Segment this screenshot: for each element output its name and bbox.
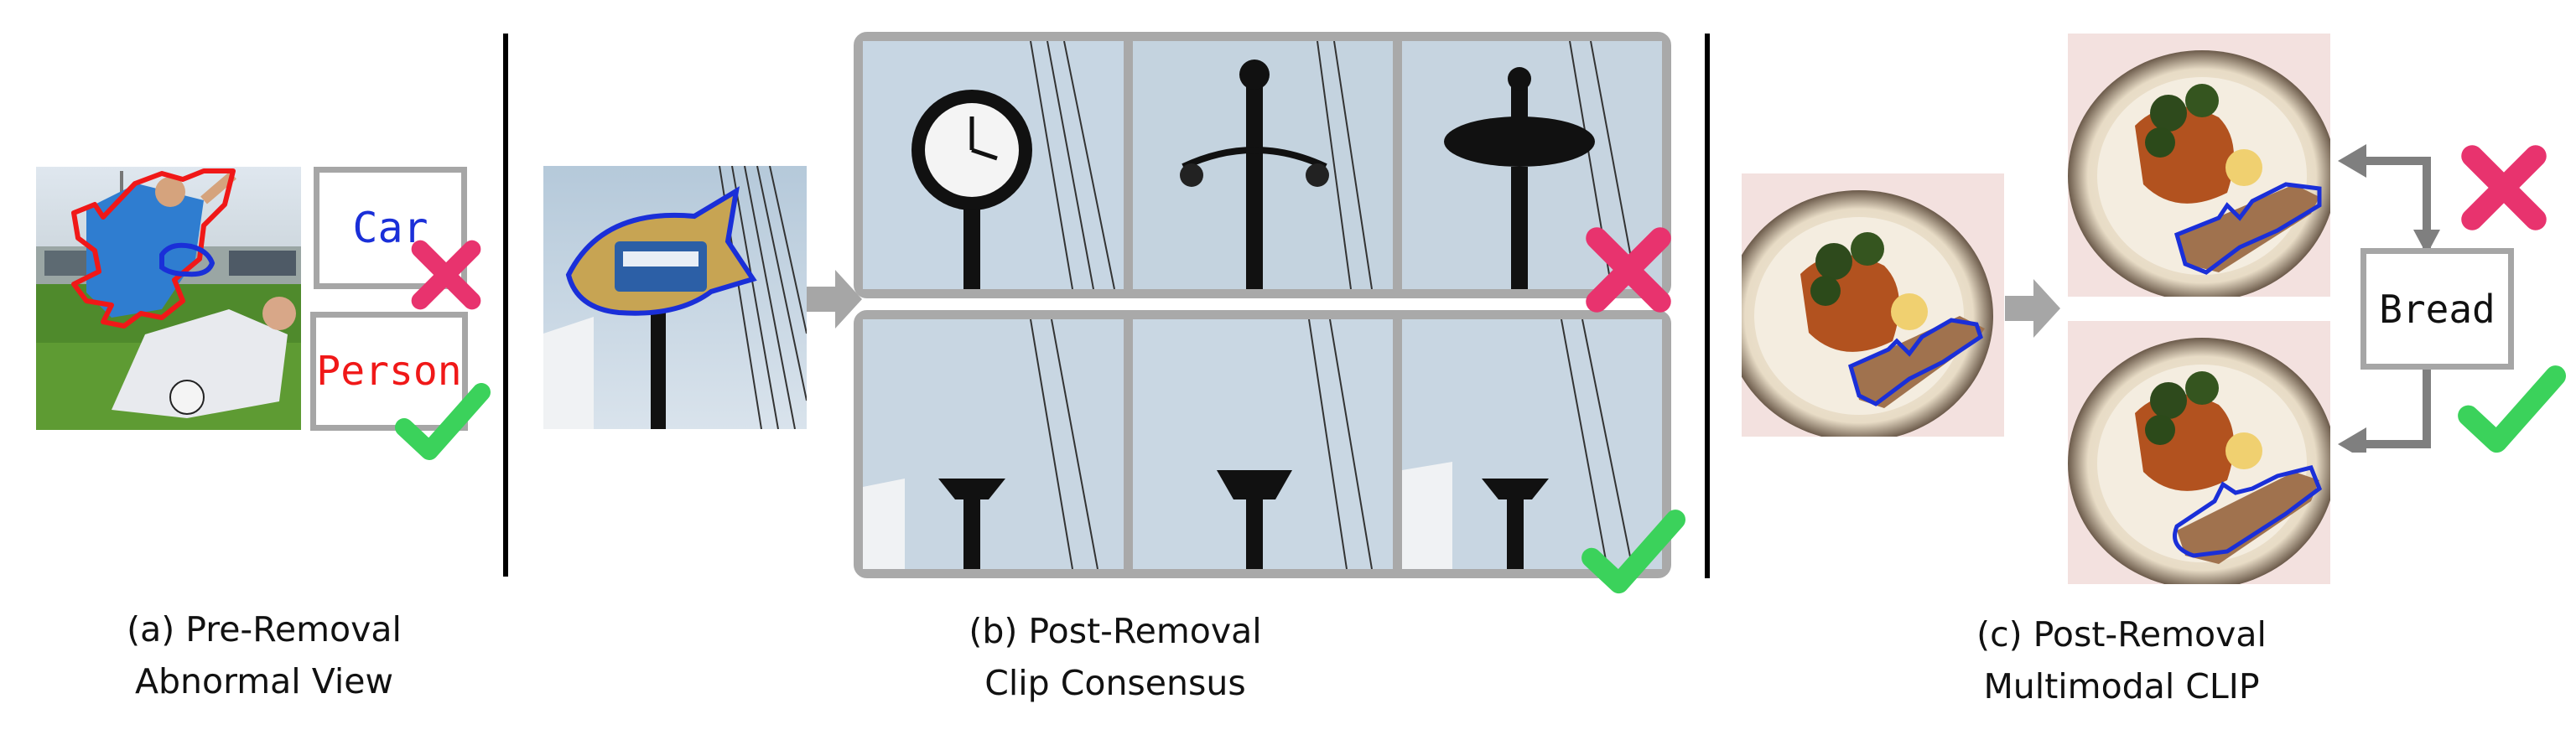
check-icon: [1581, 505, 1685, 597]
caption-a-line1: (a) Pre-Removal: [127, 609, 402, 649]
person-label: Person: [316, 348, 462, 395]
cross-icon: [409, 238, 483, 312]
food-photo-original: [1742, 173, 2004, 437]
caption-c-line1: (c) Post-Removal: [1976, 614, 2267, 655]
caption-c-line2: Multimodal CLIP: [1983, 666, 2260, 706]
bread-label: Bread: [2379, 286, 2496, 332]
food-photo-top: [2068, 34, 2330, 297]
fish-sign-photo: [543, 166, 807, 429]
divider-2: [1705, 34, 1710, 578]
clock-removal-1: [863, 41, 1124, 289]
pole-removal-3: [1402, 319, 1662, 569]
divider-1: [503, 34, 508, 577]
arrow-right-icon: [807, 270, 862, 329]
lamp-removal-2: [1133, 41, 1393, 289]
arrow-right-icon: [2004, 279, 2061, 338]
caption-b: (b) Post-Removal Clip Consensus: [922, 605, 1308, 709]
check-icon: [2457, 360, 2566, 456]
check-icon: [394, 379, 491, 463]
pole-removal-1: [863, 319, 1124, 569]
caption-a: (a) Pre-Removal Abnormal View: [75, 603, 453, 707]
bread-label-box: Bread: [2360, 248, 2514, 370]
caption-b-line2: Clip Consensus: [984, 663, 1246, 703]
caption-c: (c) Post-Removal Multimodal CLIP: [1929, 608, 2314, 712]
pole-removal-2: [1133, 319, 1393, 569]
cross-icon: [2459, 142, 2549, 233]
person-label-box: Person: [310, 312, 468, 431]
soccer-photo: [36, 167, 301, 430]
caption-b-line1: (b) Post-Removal: [969, 611, 1262, 651]
food-photo-bottom: [2068, 321, 2330, 584]
cross-icon: [1583, 225, 1674, 315]
caption-a-line2: Abnormal View: [134, 661, 394, 701]
car-label-box: Car: [314, 167, 467, 289]
